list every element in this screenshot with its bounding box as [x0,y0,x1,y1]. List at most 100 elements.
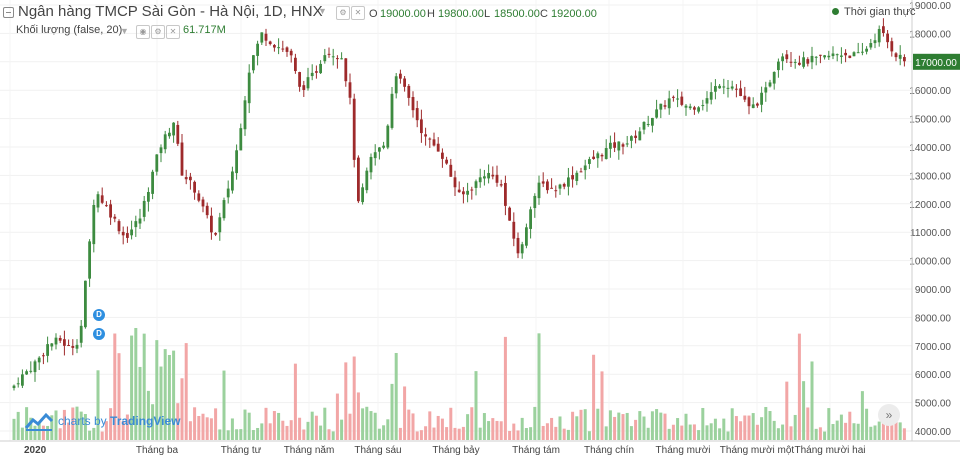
candle [617,141,621,160]
candle [613,132,616,153]
candle-body [256,43,259,56]
candle [428,137,432,148]
settings-icon[interactable]: ⚙ [151,25,165,39]
candle-body [697,107,700,112]
volume-bar [403,386,407,440]
volume-bar [201,413,205,440]
volume-bar [302,429,306,440]
candle [718,84,721,89]
candle-body [205,205,209,216]
dividend-marker[interactable]: D [93,309,105,321]
visibility-icon[interactable]: ◉ [136,25,150,39]
volume-bar [781,424,785,440]
chevron-down-icon[interactable]: ▼ [120,26,129,36]
volume-bar [180,378,184,440]
candle-body [495,174,499,183]
chevron-down-icon[interactable]: ▼ [318,6,327,16]
volume-bar [625,412,629,440]
scroll-to-realtime-button[interactable]: » [878,404,900,426]
candle [751,97,755,109]
volume-bar [474,371,478,440]
volume-bar [869,426,873,440]
candle [877,25,881,47]
candle-body [88,241,91,279]
candle [525,223,528,249]
volume-bar [83,414,87,440]
candle [483,169,486,186]
candle [541,172,545,188]
close-icon[interactable]: ✕ [166,25,180,39]
volume-bar [839,414,843,440]
candles [12,18,906,391]
candle-body [819,54,822,56]
candle [25,369,28,375]
candle [504,175,507,216]
candle-body [344,58,348,82]
candle-body [806,59,810,64]
candle [247,64,251,114]
volume-bar [772,420,776,440]
volume-bar [134,328,138,440]
candle-body [71,345,75,348]
volume-bar [159,366,163,440]
volume-bar [575,416,579,440]
candle [298,71,301,92]
price-tick-label: 15000.00 [909,115,951,126]
candle [348,73,352,105]
dividend-marker[interactable]: D [93,328,105,340]
volume-bar [487,421,491,440]
candle-body [583,165,587,171]
volume-bar [835,420,839,440]
candle-body [701,105,705,107]
settings-icon[interactable]: ⚙ [336,6,350,20]
candle [852,51,856,57]
candle [151,169,154,200]
candle [558,183,562,195]
candle-body [848,55,852,58]
candle-body [604,148,608,160]
candle-body [79,325,83,343]
volume-bar [503,336,507,440]
volume-bar [289,420,293,440]
candle [512,212,516,247]
candle-body [630,136,633,141]
candle [294,53,297,74]
realtime-label: Thời gian thực [844,6,916,18]
collapse-icon[interactable] [3,7,14,18]
candle-body [411,96,415,111]
close-icon[interactable]: ✕ [351,6,365,20]
candle-body [105,205,108,207]
candle-body [504,182,507,206]
candle-body [793,61,797,63]
price-tick-label: 6000.00 [915,370,952,381]
volume-bar [722,418,726,440]
volume-bar [894,413,898,440]
price-tick-label: 11000.00 [910,228,951,239]
volume-bar [793,414,797,440]
candle [856,42,860,54]
ohlc-close-label: C [540,8,548,20]
candle [399,69,402,84]
candle [810,46,814,70]
candle-body [445,159,448,164]
volume-bar [264,407,268,440]
volume-bar [20,427,24,440]
candle-body [369,156,373,173]
volume-bar [592,354,596,440]
candle [814,56,818,66]
candle-body [273,45,276,48]
ohlc-low-label: L [484,8,491,20]
branding-link[interactable]: charts by TradingView [58,414,181,428]
candle-body [453,177,457,188]
candle [117,219,121,235]
candle [894,52,898,62]
candle [739,80,742,97]
candle [806,57,810,67]
time-tick-label: Tháng tư [221,445,262,456]
candle-body [441,152,444,159]
candle [575,170,579,186]
candle [756,102,759,108]
candle-body [722,86,726,88]
